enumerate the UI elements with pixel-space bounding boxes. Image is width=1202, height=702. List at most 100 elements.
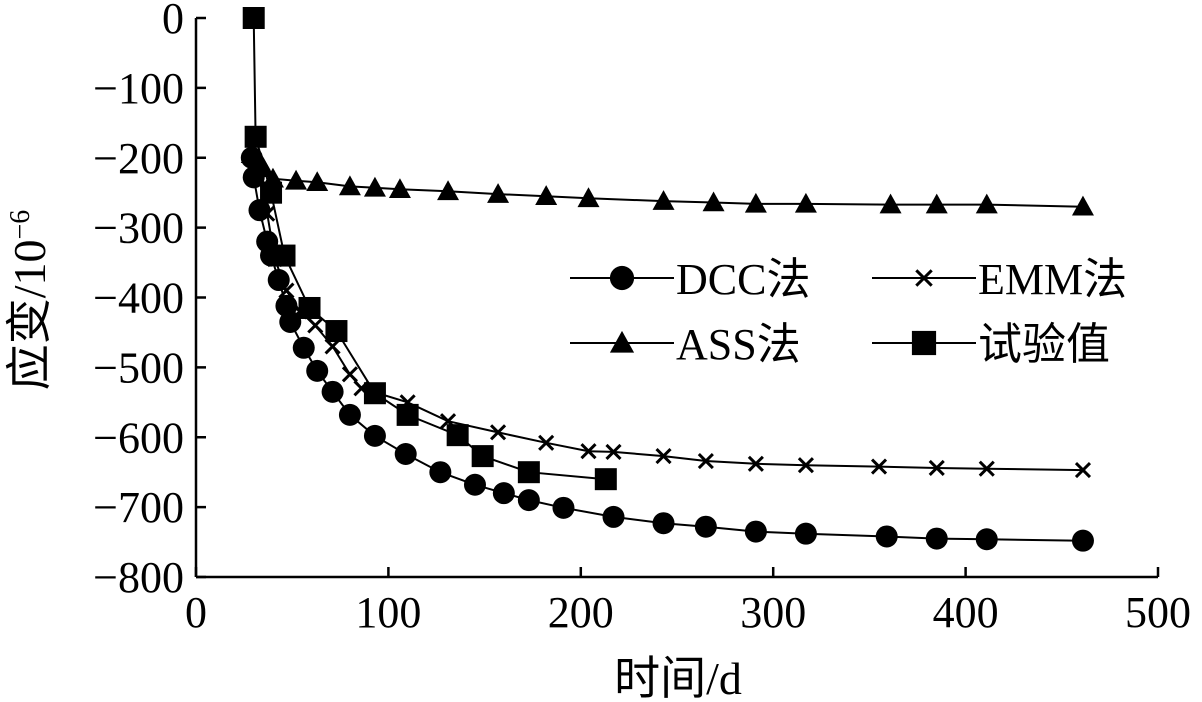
data-point-emm (928, 459, 945, 477)
data-point-ass (975, 193, 998, 214)
data-point-dcc (875, 525, 898, 548)
x-marker-stroke (341, 366, 358, 383)
legend-item-test: 试验值 (872, 320, 1110, 369)
data-point-emm (697, 452, 714, 470)
data-point-ass (794, 192, 817, 213)
x-marker-stroke (580, 443, 597, 460)
data-point-test (446, 424, 469, 447)
x-marker-stroke (259, 205, 276, 222)
data-point-ass (363, 176, 386, 197)
legend-item-ass: ASS法 (570, 320, 801, 369)
legend-item-emm: EMM法 (872, 255, 1127, 304)
x-marker-stroke (797, 457, 814, 474)
x-marker-stroke (915, 269, 933, 287)
legend-label-ass: ASS法 (676, 320, 801, 369)
data-point-emm (278, 282, 295, 299)
legend-label-dcc: DCC法 (676, 255, 810, 304)
legend-item-dcc: DCC法 (570, 255, 810, 304)
x-marker-stroke (928, 459, 945, 477)
data-point-test (273, 244, 296, 267)
data-point-ass (437, 180, 460, 201)
y-axis-title-exponent: −6 (5, 210, 36, 240)
y-tick-label: −400 (93, 274, 184, 323)
y-tick-label: −800 (93, 553, 184, 602)
legend-marker-ass (609, 330, 635, 353)
data-point-dcc (292, 336, 315, 359)
data-point-test (517, 461, 540, 484)
y-tick-label: 0 (162, 0, 184, 43)
data-point-dcc (463, 473, 486, 496)
x-marker-stroke (978, 460, 995, 477)
data-point-test (363, 382, 386, 405)
data-point-test (471, 445, 494, 468)
data-point-emm (978, 460, 995, 477)
data-point-emm (747, 455, 764, 472)
data-point-test (244, 125, 267, 148)
data-point-dcc (517, 489, 540, 512)
data-point-emm (307, 317, 324, 334)
data-point-emm (605, 443, 622, 460)
series-test (242, 7, 617, 491)
series-ass (240, 143, 1094, 216)
data-point-ass (1071, 195, 1094, 216)
x-marker-stroke (538, 434, 555, 451)
data-point-emm (490, 424, 507, 441)
data-point-dcc (694, 515, 717, 538)
data-point-ass (744, 192, 767, 213)
x-tick-label: 100 (355, 588, 421, 637)
series-line-test (252, 17, 606, 481)
y-tick-label: −700 (93, 483, 184, 532)
data-point-emm (1074, 462, 1092, 479)
legend: DCC法 EMM法 ASS法 试验值 (570, 255, 1127, 369)
data-point-ass (338, 175, 361, 196)
data-point-dcc (394, 443, 417, 466)
data-point-emm (538, 434, 555, 451)
legend-label-emm: EMM法 (978, 255, 1127, 304)
data-point-dcc (652, 512, 675, 535)
data-point-dcc (1071, 529, 1094, 552)
y-axis-title: 应变/10−6 (4, 210, 55, 391)
x-axis-title: 时间/d (614, 653, 742, 702)
data-point-emm (797, 457, 814, 474)
x-tick-label: 300 (740, 588, 806, 637)
data-point-dcc (429, 461, 452, 484)
data-point-emm (655, 448, 672, 465)
data-point-test (396, 403, 419, 426)
data-point-emm (580, 443, 597, 460)
x-tick-label: 0 (185, 588, 207, 637)
data-point-dcc (552, 496, 575, 519)
x-marker-stroke (439, 413, 457, 430)
data-point-dcc (338, 403, 361, 426)
x-marker-stroke (870, 458, 888, 475)
y-tick-label: −500 (93, 343, 184, 392)
x-marker-stroke (747, 455, 764, 472)
data-point-test (260, 181, 283, 204)
data-point-ass (652, 190, 675, 210)
x-tick-label: 500 (1125, 588, 1191, 637)
data-point-test (325, 320, 348, 343)
legend-label-test: 试验值 (978, 320, 1110, 369)
y-tick-label: −200 (93, 134, 184, 183)
x-marker-stroke (278, 282, 295, 299)
x-marker-stroke (655, 448, 672, 465)
data-point-dcc (321, 380, 344, 403)
x-marker-stroke (1074, 462, 1092, 479)
legend-marker-dcc (609, 265, 635, 291)
data-point-ass (577, 187, 600, 208)
data-point-ass (925, 193, 948, 214)
x-tick-label: 400 (933, 588, 999, 637)
data-point-ass (306, 171, 329, 192)
data-point-ass (487, 183, 510, 203)
data-point-dcc (492, 482, 515, 505)
series-line-dcc (250, 157, 1084, 542)
y-tick-label: −300 (93, 204, 184, 253)
data-point-dcc (363, 424, 386, 447)
x-marker-stroke (307, 317, 324, 334)
data-point-test (242, 7, 265, 29)
y-tick-label: −600 (93, 413, 184, 462)
legend-marker-emm (915, 269, 933, 287)
data-point-test (298, 296, 321, 319)
data-point-dcc (925, 527, 948, 550)
